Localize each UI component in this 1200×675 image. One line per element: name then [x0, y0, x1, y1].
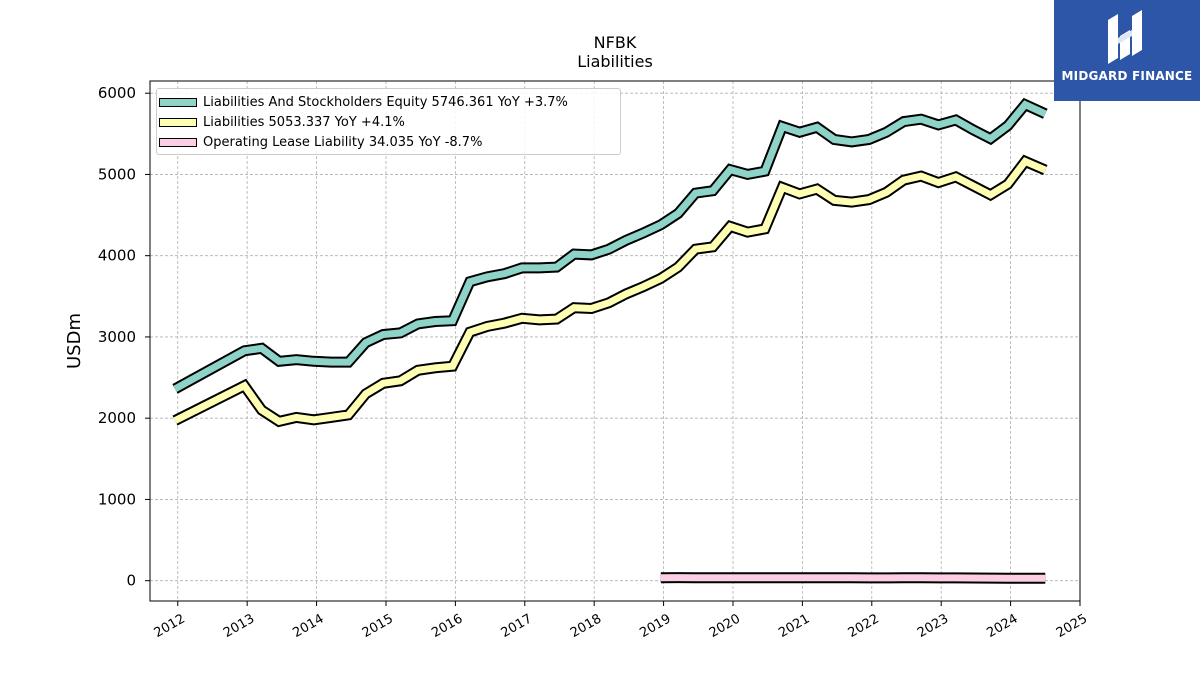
y-axis-label: USDm [64, 313, 85, 369]
y-axis: 0 1000 2000 3000 4000 5000 6000 [98, 84, 150, 590]
legend-label: Liabilities And Stockholders Equity 5746… [203, 94, 568, 110]
legend: Liabilities And Stockholders Equity 5746… [156, 88, 621, 155]
y-tick-label: 0 [126, 572, 136, 590]
series-line [173, 157, 1047, 426]
legend-label: Liabilities 5053.337 YoY +4.1% [203, 114, 405, 130]
series-operating-lease-liability [660, 572, 1046, 584]
x-tick-label: 2020 [707, 611, 743, 641]
series-liabilities [172, 154, 1048, 428]
y-tick-label: 5000 [98, 165, 136, 183]
x-tick-label: 2022 [846, 611, 882, 641]
y-tick-label: 3000 [98, 328, 136, 346]
series-line [660, 574, 1046, 582]
series-line [173, 100, 1047, 392]
series-outline [172, 154, 1048, 428]
y-tick-label: 2000 [98, 409, 136, 427]
x-tick-label: 2018 [568, 611, 604, 641]
legend-swatch [159, 117, 197, 127]
legend-label: Operating Lease Liability 34.035 YoY -8.… [203, 134, 483, 150]
x-axis: 2012 2013 2014 2015 2016 2017 2018 2019 2020 2021… [152, 601, 1090, 641]
legend-item: Liabilities And Stockholders Equity 5746… [159, 92, 620, 112]
x-tick-label: 2023 [915, 611, 951, 641]
logo-text: MIDGARD FINANCE [1061, 69, 1193, 83]
x-tick-label: 2013 [221, 611, 257, 641]
grid [150, 81, 1081, 601]
x-tick-label: 2017 [499, 611, 535, 641]
logo-mark-icon [1108, 10, 1142, 64]
x-tick-label: 2012 [152, 611, 188, 641]
legend-item: Operating Lease Liability 34.035 YoY -8.… [159, 132, 620, 152]
series-liabilities-and-stockholders-equity [172, 97, 1048, 394]
x-tick-label: 2025 [1054, 611, 1090, 641]
legend-swatch [159, 137, 197, 147]
brand-logo: MIDGARD FINANCE [1054, 0, 1200, 101]
chart-title: NFBK [593, 33, 637, 52]
y-tick-label: 4000 [98, 247, 136, 265]
y-tick-label: 1000 [98, 490, 136, 508]
x-tick-label: 2024 [984, 611, 1020, 641]
legend-item: Liabilities 5053.337 YoY +4.1% [159, 112, 620, 132]
x-tick-label: 2019 [637, 611, 673, 641]
x-tick-label: 2014 [290, 611, 326, 641]
y-tick-label: 6000 [98, 84, 136, 102]
legend-swatch [159, 97, 197, 107]
plot-area [172, 97, 1048, 584]
chart-subtitle: Liabilities [577, 52, 653, 71]
x-tick-label: 2015 [360, 611, 396, 641]
axes-frame [149, 80, 1081, 602]
x-tick-label: 2021 [776, 611, 812, 641]
x-tick-label: 2016 [429, 611, 465, 641]
